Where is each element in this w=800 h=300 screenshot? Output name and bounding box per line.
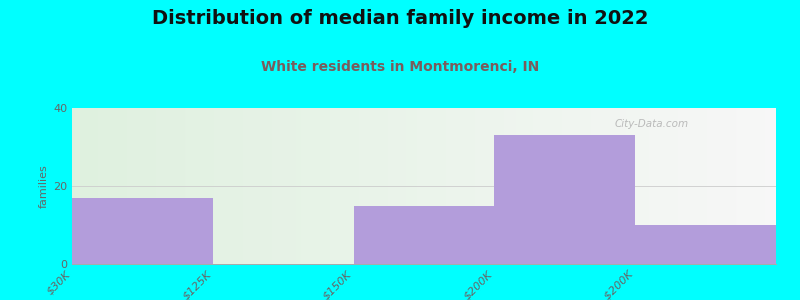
- Text: City-Data.com: City-Data.com: [614, 119, 688, 129]
- Bar: [494, 135, 635, 264]
- Bar: [635, 225, 776, 264]
- Bar: [72, 198, 213, 264]
- Bar: [354, 206, 494, 264]
- Text: White residents in Montmorenci, IN: White residents in Montmorenci, IN: [261, 60, 539, 74]
- Text: Distribution of median family income in 2022: Distribution of median family income in …: [152, 9, 648, 28]
- Y-axis label: families: families: [39, 164, 49, 208]
